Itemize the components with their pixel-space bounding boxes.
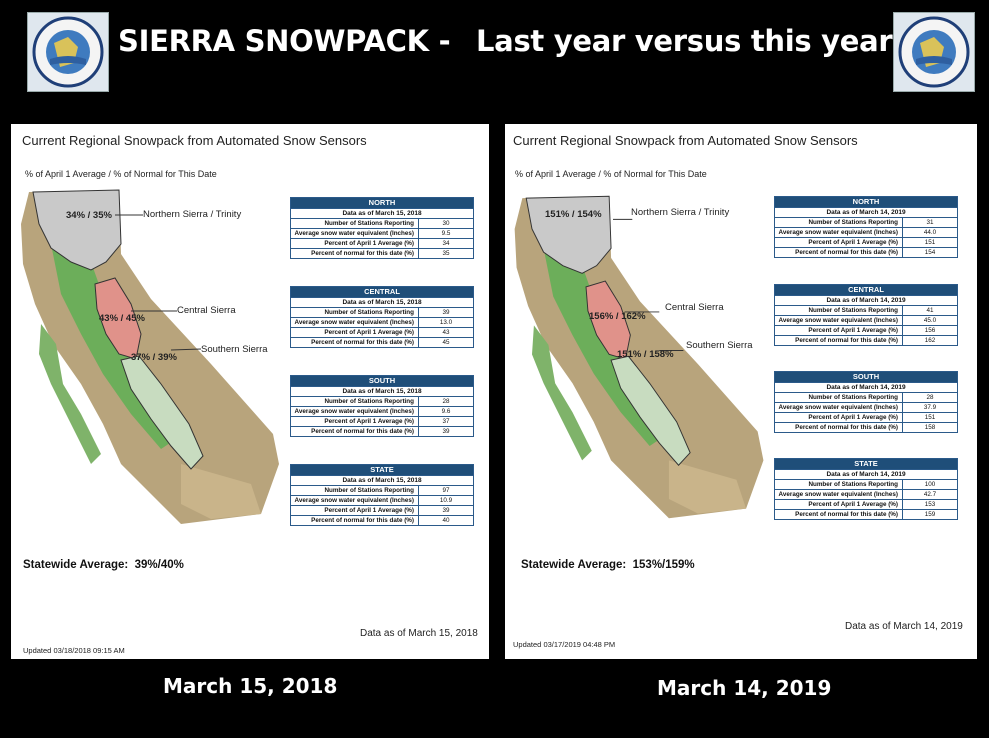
statewide-average: Statewide Average: 153%/159% xyxy=(521,559,695,571)
table-row: Percent of April 1 Average (%) 156 xyxy=(775,325,957,335)
table-date: Data as of March 15, 2018 xyxy=(291,475,473,485)
panel-title: Current Regional Snowpack from Automated… xyxy=(513,133,858,148)
updated-timestamp: Updated 03/18/2018 09:15 AM xyxy=(23,646,125,655)
table-date: Data as of March 15, 2018 xyxy=(291,297,473,307)
region-table-central: CENTRAL Data as of March 15, 2018 Number… xyxy=(290,286,474,348)
caption-date-2018: March 15, 2018 xyxy=(163,674,338,698)
updated-timestamp: Updated 03/17/2019 04:48 PM xyxy=(513,640,616,649)
slide-title-prefix: SIERRA SNOWPACK - xyxy=(118,24,451,58)
table-row: Percent of April 1 Average (%) 151 xyxy=(775,237,957,247)
south-value-label: 151% / 158% xyxy=(617,349,674,360)
north-region xyxy=(525,195,612,274)
table-region-header: SOUTH xyxy=(775,372,957,382)
table-row: Percent of April 1 Average (%) 153 xyxy=(775,499,957,509)
data-as-of: Data as of March 14, 2019 xyxy=(845,621,963,632)
slide-title: Last year versus this year xyxy=(476,24,893,58)
table-region-header: SOUTH xyxy=(291,376,473,386)
table-row: Average snow water equivalent (Inches) 37… xyxy=(775,402,957,412)
table-region-header: CENTRAL xyxy=(291,287,473,297)
dwr-seal-logo xyxy=(27,12,109,92)
table-row: Percent of April 1 Average (%) 151 xyxy=(775,412,957,422)
north-region xyxy=(32,189,122,271)
table-date: Data as of March 15, 2018 xyxy=(291,208,473,218)
panel-subtitle: % of April 1 Average / % of Normal for T… xyxy=(25,169,217,179)
table-date: Data as of March 14, 2019 xyxy=(775,295,957,305)
region-table-state: STATE Data as of March 15, 2018 Number o… xyxy=(290,464,474,526)
table-row: Average snow water equivalent (Inches) 9.… xyxy=(291,228,473,238)
table-region-header: NORTH xyxy=(775,197,957,207)
table-row: Percent of April 1 Average (%) 39 xyxy=(291,505,473,515)
north-region-label: Northern Sierra / Trinity xyxy=(631,207,730,218)
region-table-state: STATE Data as of March 14, 2019 Number o… xyxy=(774,458,958,520)
south-value-label: 37% / 39% xyxy=(131,352,177,363)
table-date: Data as of March 15, 2018 xyxy=(291,386,473,396)
table-row: Average snow water equivalent (Inches) 9.… xyxy=(291,406,473,416)
table-row: Average snow water equivalent (Inches) 42… xyxy=(775,489,957,499)
table-region-header: STATE xyxy=(291,465,473,475)
south-region-label: Southern Sierra xyxy=(686,340,753,351)
table-row: Number of Stations Reporting 28 xyxy=(291,396,473,406)
table-row: Number of Stations Reporting 31 xyxy=(775,217,957,227)
table-region-header: NORTH xyxy=(291,198,473,208)
table-row: Number of Stations Reporting 100 xyxy=(775,479,957,489)
table-row: Average snow water equivalent (Inches) 10… xyxy=(291,495,473,505)
table-row: Number of Stations Reporting 39 xyxy=(291,307,473,317)
table-row: Percent of normal for this date (%) 45 xyxy=(291,337,473,347)
table-region-header: STATE xyxy=(775,459,957,469)
table-row: Percent of normal for this date (%) 39 xyxy=(291,426,473,436)
table-date: Data as of March 14, 2019 xyxy=(775,382,957,392)
table-row: Number of Stations Reporting 30 xyxy=(291,218,473,228)
central-value-label: 156% / 162% xyxy=(589,311,646,322)
panel-title: Current Regional Snowpack from Automated… xyxy=(22,133,367,148)
table-row: Average snow water equivalent (Inches) 13… xyxy=(291,317,473,327)
north-region-label: Northern Sierra / Trinity xyxy=(143,209,242,220)
region-table-south: SOUTH Data as of March 15, 2018 Number o… xyxy=(290,375,474,437)
dwr-seal-logo xyxy=(893,12,975,92)
central-region-label: Central Sierra xyxy=(665,302,724,313)
data-as-of: Data as of March 15, 2018 xyxy=(360,628,478,639)
north-value-label: 34% / 35% xyxy=(66,210,112,221)
table-date: Data as of March 14, 2019 xyxy=(775,207,957,217)
central-value-label: 43% / 45% xyxy=(99,313,145,324)
table-row: Number of Stations Reporting 41 xyxy=(775,305,957,315)
panel-subtitle: % of April 1 Average / % of Normal for T… xyxy=(515,169,707,179)
table-date: Data as of March 14, 2019 xyxy=(775,469,957,479)
table-row: Percent of normal for this date (%) 40 xyxy=(291,515,473,525)
region-table-south: SOUTH Data as of March 14, 2019 Number o… xyxy=(774,371,958,433)
table-row: Percent of normal for this date (%) 159 xyxy=(775,509,957,519)
region-table-north: NORTH Data as of March 14, 2019 Number o… xyxy=(774,196,958,258)
table-row: Percent of normal for this date (%) 154 xyxy=(775,247,957,257)
snowpack-panel-2019: Current Regional Snowpack from Automated… xyxy=(505,124,977,659)
table-row: Average snow water equivalent (Inches) 44… xyxy=(775,227,957,237)
california-snowpack-map xyxy=(21,189,279,524)
south-region-label: Southern Sierra xyxy=(201,344,268,355)
region-table-north: NORTH Data as of March 15, 2018 Number o… xyxy=(290,197,474,259)
snowpack-panel-2018: Current Regional Snowpack from Automated… xyxy=(11,124,489,659)
region-table-central: CENTRAL Data as of March 14, 2019 Number… xyxy=(774,284,958,346)
statewide-average: Statewide Average: 39%/40% xyxy=(23,559,184,571)
table-row: Percent of April 1 Average (%) 34 xyxy=(291,238,473,248)
table-row: Percent of normal for this date (%) 158 xyxy=(775,422,957,432)
table-row: Percent of normal for this date (%) 162 xyxy=(775,335,957,345)
table-row: Average snow water equivalent (Inches) 45… xyxy=(775,315,957,325)
north-value-label: 151% / 154% xyxy=(545,209,602,220)
california-snowpack-map xyxy=(514,195,764,519)
table-row: Number of Stations Reporting 97 xyxy=(291,485,473,495)
table-row: Percent of April 1 Average (%) 37 xyxy=(291,416,473,426)
caption-date-2019: March 14, 2019 xyxy=(657,676,832,700)
south-region xyxy=(120,355,204,470)
table-region-header: CENTRAL xyxy=(775,285,957,295)
table-row: Number of Stations Reporting 28 xyxy=(775,392,957,402)
central-region-label: Central Sierra xyxy=(177,305,236,316)
south-region xyxy=(610,355,691,466)
table-row: Percent of April 1 Average (%) 43 xyxy=(291,327,473,337)
table-row: Percent of normal for this date (%) 35 xyxy=(291,248,473,258)
